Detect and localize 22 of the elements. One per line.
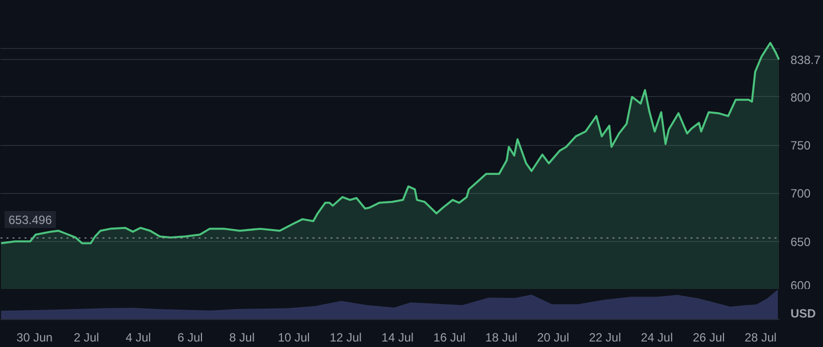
x-tick-label: 28 Jul <box>744 330 777 344</box>
y-tick-label: 700 <box>790 186 811 201</box>
x-tick-label: 26 Jul <box>692 330 725 344</box>
x-tick-label: 24 Jul <box>640 330 673 344</box>
x-tick-label: 30 Jun <box>16 330 53 344</box>
x-tick-label: 18 Jul <box>485 330 518 344</box>
x-tick-label: 16 Jul <box>433 330 466 344</box>
y-tick-label: 800 <box>790 90 811 104</box>
x-tick-label: 6 Jul <box>177 330 203 344</box>
x-tick-label: 20 Jul <box>537 330 570 344</box>
ref-line-label: 653.496 <box>8 212 52 227</box>
x-tick-label: 2 Jul <box>74 330 100 344</box>
y-tick-label: 838.7 <box>790 53 821 68</box>
y-tick-label: 650 <box>790 234 811 249</box>
y-tick-label: 750 <box>790 138 811 152</box>
x-tick-label: 8 Jul <box>229 330 255 344</box>
x-tick-label: 10 Jul <box>278 330 310 344</box>
x-tick-label: 4 Jul <box>126 330 151 344</box>
x-tick-label: 22 Jul <box>589 330 622 344</box>
x-tick-label: 12 Jul <box>330 330 362 344</box>
x-tick-label: 14 Jul <box>382 330 414 344</box>
y-axis-title: USD <box>790 306 816 320</box>
